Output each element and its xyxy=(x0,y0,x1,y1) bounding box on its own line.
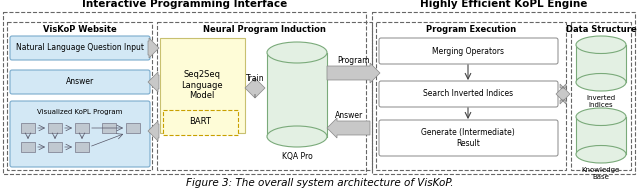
FancyBboxPatch shape xyxy=(10,70,150,94)
Ellipse shape xyxy=(267,42,327,63)
Bar xyxy=(157,22,372,170)
Bar xyxy=(75,142,89,152)
Bar xyxy=(571,22,631,170)
FancyBboxPatch shape xyxy=(10,101,150,167)
Text: Data Structure: Data Structure xyxy=(566,25,636,34)
Bar xyxy=(576,117,626,154)
Text: Generate (Intermediate)
Result: Generate (Intermediate) Result xyxy=(421,128,515,148)
Text: Neural Program Induction: Neural Program Induction xyxy=(203,25,325,34)
Ellipse shape xyxy=(267,126,327,147)
Text: Knowledge
Base: Knowledge Base xyxy=(582,167,620,180)
Polygon shape xyxy=(327,118,370,138)
Polygon shape xyxy=(148,72,159,92)
Bar xyxy=(3,12,366,174)
FancyBboxPatch shape xyxy=(379,120,558,156)
Text: Inverted
Indices: Inverted Indices xyxy=(586,95,616,108)
Bar xyxy=(21,123,35,133)
Text: Answer: Answer xyxy=(335,111,363,120)
Bar xyxy=(376,22,566,170)
Bar xyxy=(48,123,62,133)
Polygon shape xyxy=(556,84,570,104)
Bar xyxy=(267,53,327,137)
Bar xyxy=(48,142,62,152)
Bar xyxy=(372,12,635,174)
Ellipse shape xyxy=(576,74,626,91)
FancyBboxPatch shape xyxy=(10,36,150,60)
Text: VisKoP Website: VisKoP Website xyxy=(43,25,117,34)
Bar xyxy=(75,123,89,133)
Bar xyxy=(160,38,245,133)
Bar xyxy=(126,123,140,133)
Polygon shape xyxy=(148,38,159,58)
Ellipse shape xyxy=(576,36,626,53)
Bar xyxy=(576,45,626,82)
FancyBboxPatch shape xyxy=(379,38,558,64)
Text: Merging Operators: Merging Operators xyxy=(432,46,504,56)
Bar xyxy=(21,142,35,152)
Polygon shape xyxy=(148,121,159,141)
Text: KQA Pro: KQA Pro xyxy=(282,152,312,161)
Text: Natural Language Question Input: Natural Language Question Input xyxy=(16,44,144,53)
Text: Interactive Programming Interface: Interactive Programming Interface xyxy=(83,0,287,9)
Text: Answer: Answer xyxy=(66,78,94,87)
Bar xyxy=(7,22,152,170)
Text: Program: Program xyxy=(337,56,369,65)
Polygon shape xyxy=(245,78,265,98)
Bar xyxy=(102,123,116,133)
Text: Train: Train xyxy=(246,74,264,83)
FancyBboxPatch shape xyxy=(379,81,558,107)
Text: Search Inverted Indices: Search Inverted Indices xyxy=(423,90,513,99)
Text: BART: BART xyxy=(189,117,211,126)
Polygon shape xyxy=(327,63,380,83)
Ellipse shape xyxy=(576,108,626,125)
Text: Highly Efficient KoPL Engine: Highly Efficient KoPL Engine xyxy=(420,0,588,9)
Text: Visualized KoPL Program: Visualized KoPL Program xyxy=(37,109,123,115)
Text: Figure 3: The overall system architecture of VisKoP.: Figure 3: The overall system architectur… xyxy=(186,178,454,188)
Text: Program Execution: Program Execution xyxy=(426,25,516,34)
Text: Seq2Seq
Language
Model: Seq2Seq Language Model xyxy=(181,70,223,100)
Bar xyxy=(163,110,238,135)
Ellipse shape xyxy=(576,146,626,163)
